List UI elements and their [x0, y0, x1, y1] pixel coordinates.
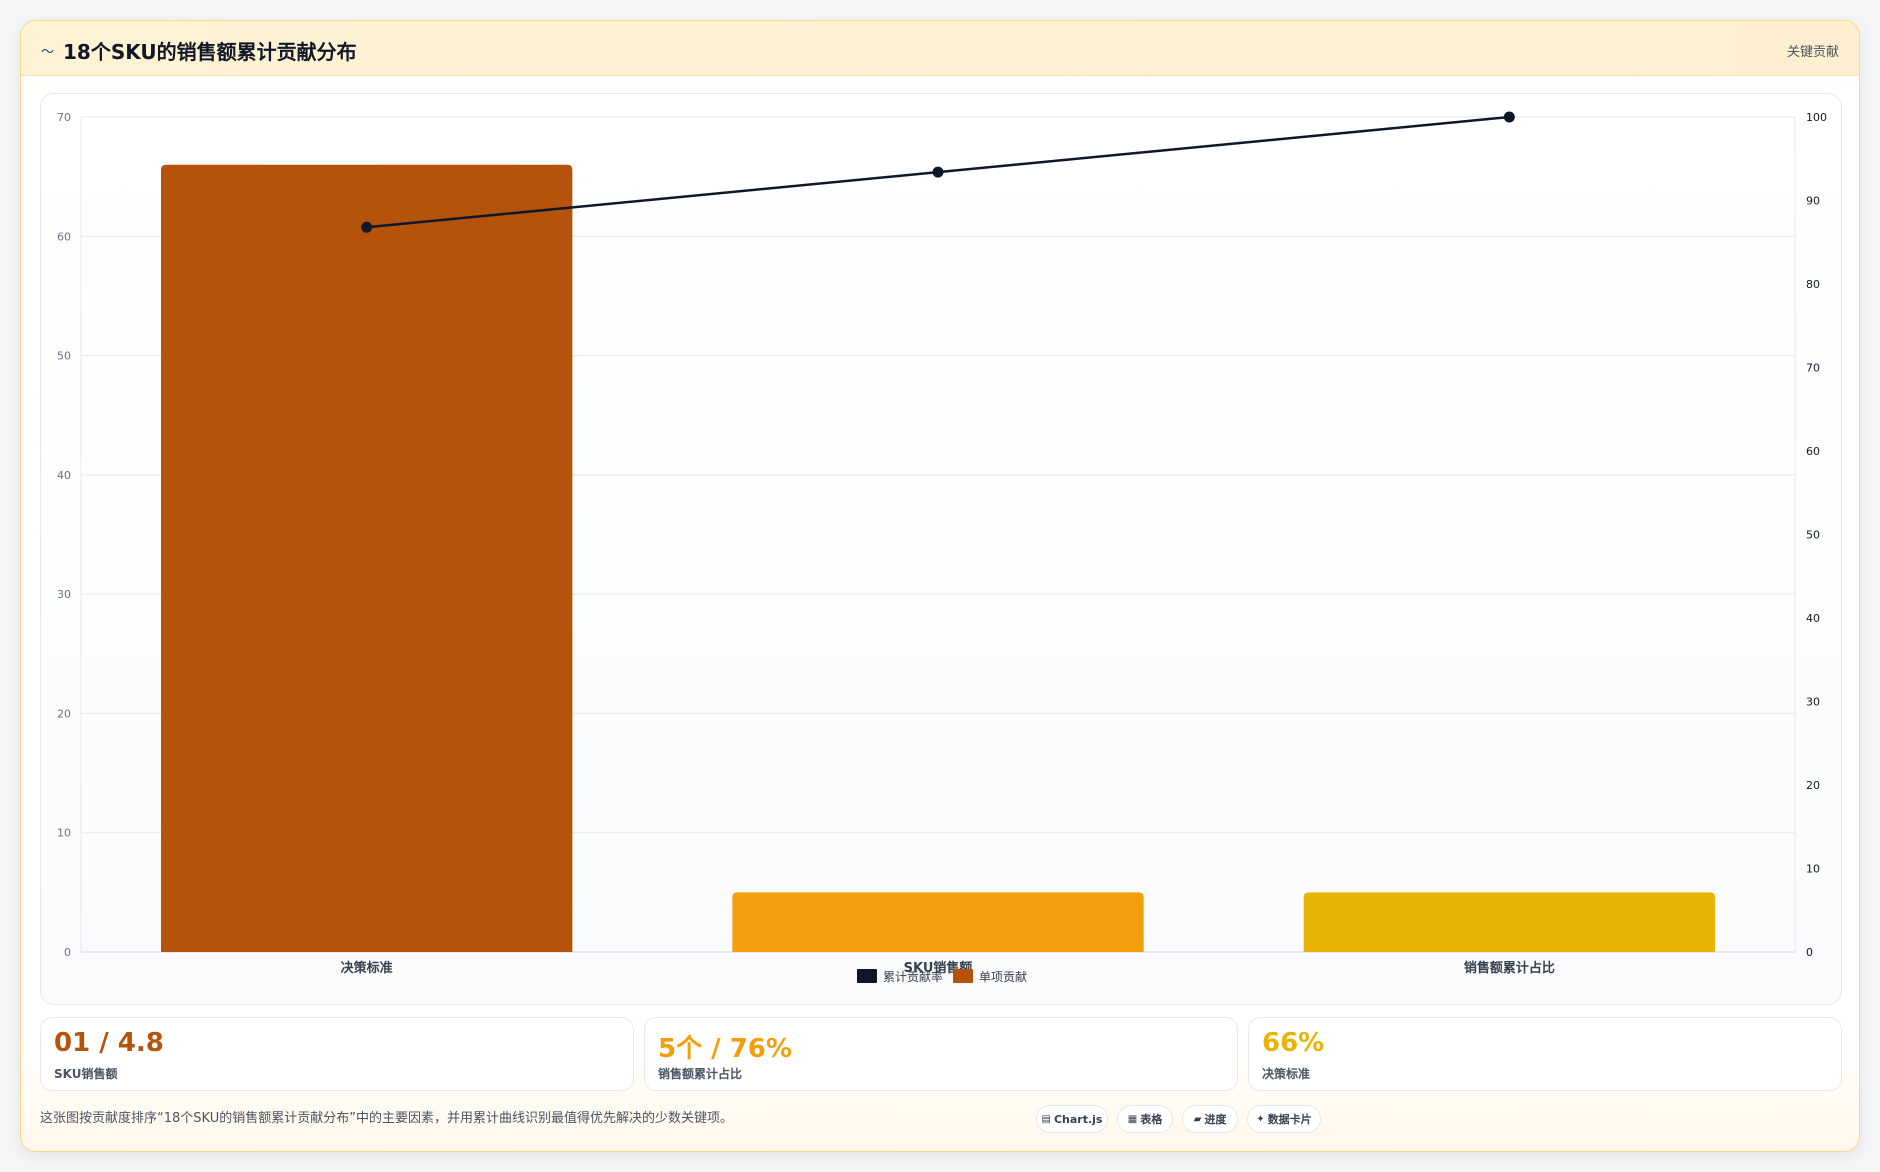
chip-label: 进度 [1204, 1113, 1227, 1126]
y-right-tick-label: 0 [1806, 946, 1813, 959]
y-right-tick-label: 90 [1806, 195, 1820, 208]
bar-2 [732, 892, 1144, 952]
legend-label: 单项贡献 [979, 969, 1027, 984]
y-right-tick-label: 70 [1806, 362, 1820, 375]
table-icon: ▦ [1127, 1113, 1138, 1125]
line-point-1 [361, 221, 373, 233]
kpi-card-3: 66% 决策标准 [1248, 1017, 1842, 1091]
legend-label: 累计贡献率 [883, 969, 943, 984]
kpi-label: SKU销售额 [54, 1067, 118, 1081]
card-header: 〜 18个SKU的销售额累计贡献分布 关键贡献 [21, 21, 1859, 76]
chip-data-card[interactable]: ✦ 数据卡片 [1247, 1105, 1321, 1133]
y-right-tick-label: 10 [1806, 863, 1820, 876]
y-left-tick-label: 40 [57, 469, 71, 482]
progress-icon: ▰ [1193, 1113, 1202, 1125]
y-right-tick-label: 50 [1806, 529, 1820, 542]
line-point-2 [932, 166, 944, 178]
y-left-tick-label: 30 [57, 588, 71, 601]
y-left-tick-label: 0 [64, 946, 71, 959]
x-tick-label: 决策标准 [341, 960, 393, 976]
chart-card: 〜 18个SKU的销售额累计贡献分布 关键贡献 0 10 20 30 40 50 60 70 0… [20, 20, 1860, 1152]
y-right-tick-label: 20 [1806, 779, 1820, 792]
chip-label: 数据卡片 [1267, 1113, 1312, 1126]
y-left-tick-label: 10 [57, 827, 71, 840]
bar-1 [160, 164, 573, 952]
chart-icon: ▤ [1041, 1113, 1051, 1125]
chart-panel: 0 10 20 30 40 50 60 70 0 10 20 30 40 50 60 70 80 90 100 决策标… [40, 93, 1842, 1005]
x-tick-label: 销售额累计占比 [1464, 960, 1555, 976]
kpi-value: 66% [1262, 1028, 1325, 1058]
chip-label: Chart.js [1053, 1112, 1103, 1126]
chip-label: 表格 [1140, 1113, 1163, 1126]
y-right-tick-label: 60 [1806, 445, 1820, 458]
chart-line-icon: 〜 [41, 45, 55, 60]
pareto-chart: 0 10 20 30 40 50 60 70 0 10 20 30 40 50 60 70 80 90 100 决策标… [57, 111, 1827, 984]
y-right-tick-label: 80 [1806, 278, 1820, 291]
sparkle-icon: ✦ [1256, 1113, 1265, 1125]
y-left-tick-label: 20 [57, 707, 71, 720]
chip-progress[interactable]: ▰ 进度 [1182, 1105, 1238, 1133]
line-point-3 [1503, 111, 1515, 123]
chart-description: 这张图按贡献度排序“18个SKU的销售额累计贡献分布”中的主要因素，并用累计曲线… [40, 1111, 733, 1126]
y-left-tick-label: 60 [57, 230, 71, 243]
chip-table[interactable]: ▦ 表格 [1117, 1105, 1173, 1133]
header-tag: 关键贡献 [1786, 45, 1839, 60]
kpi-card-1: 01 / 4.8 SKU销售额 [40, 1017, 634, 1091]
kpi-label: 决策标准 [1262, 1067, 1311, 1081]
kpi-label: 销售额累计占比 [658, 1067, 743, 1081]
chip-chartjs[interactable]: ▤ Chart.js [1036, 1105, 1108, 1133]
bar-3 [1303, 892, 1716, 952]
kpi-value: 01 / 4.8 [54, 1028, 164, 1058]
legend-swatch [953, 969, 973, 983]
y-right-tick-label: 30 [1806, 696, 1820, 709]
kpi-value: 5个 / 76% [658, 1034, 792, 1064]
y-right-tick-label: 100 [1806, 111, 1827, 124]
kpi-card-2: 5个 / 76% 销售额累计占比 [644, 1017, 1238, 1091]
card-title: 18个SKU的销售额累计贡献分布 [63, 40, 357, 64]
legend-swatch [857, 969, 877, 983]
y-left-tick-label: 70 [57, 111, 71, 124]
y-right-tick-label: 40 [1806, 612, 1820, 625]
y-left-tick-label: 50 [57, 350, 71, 363]
